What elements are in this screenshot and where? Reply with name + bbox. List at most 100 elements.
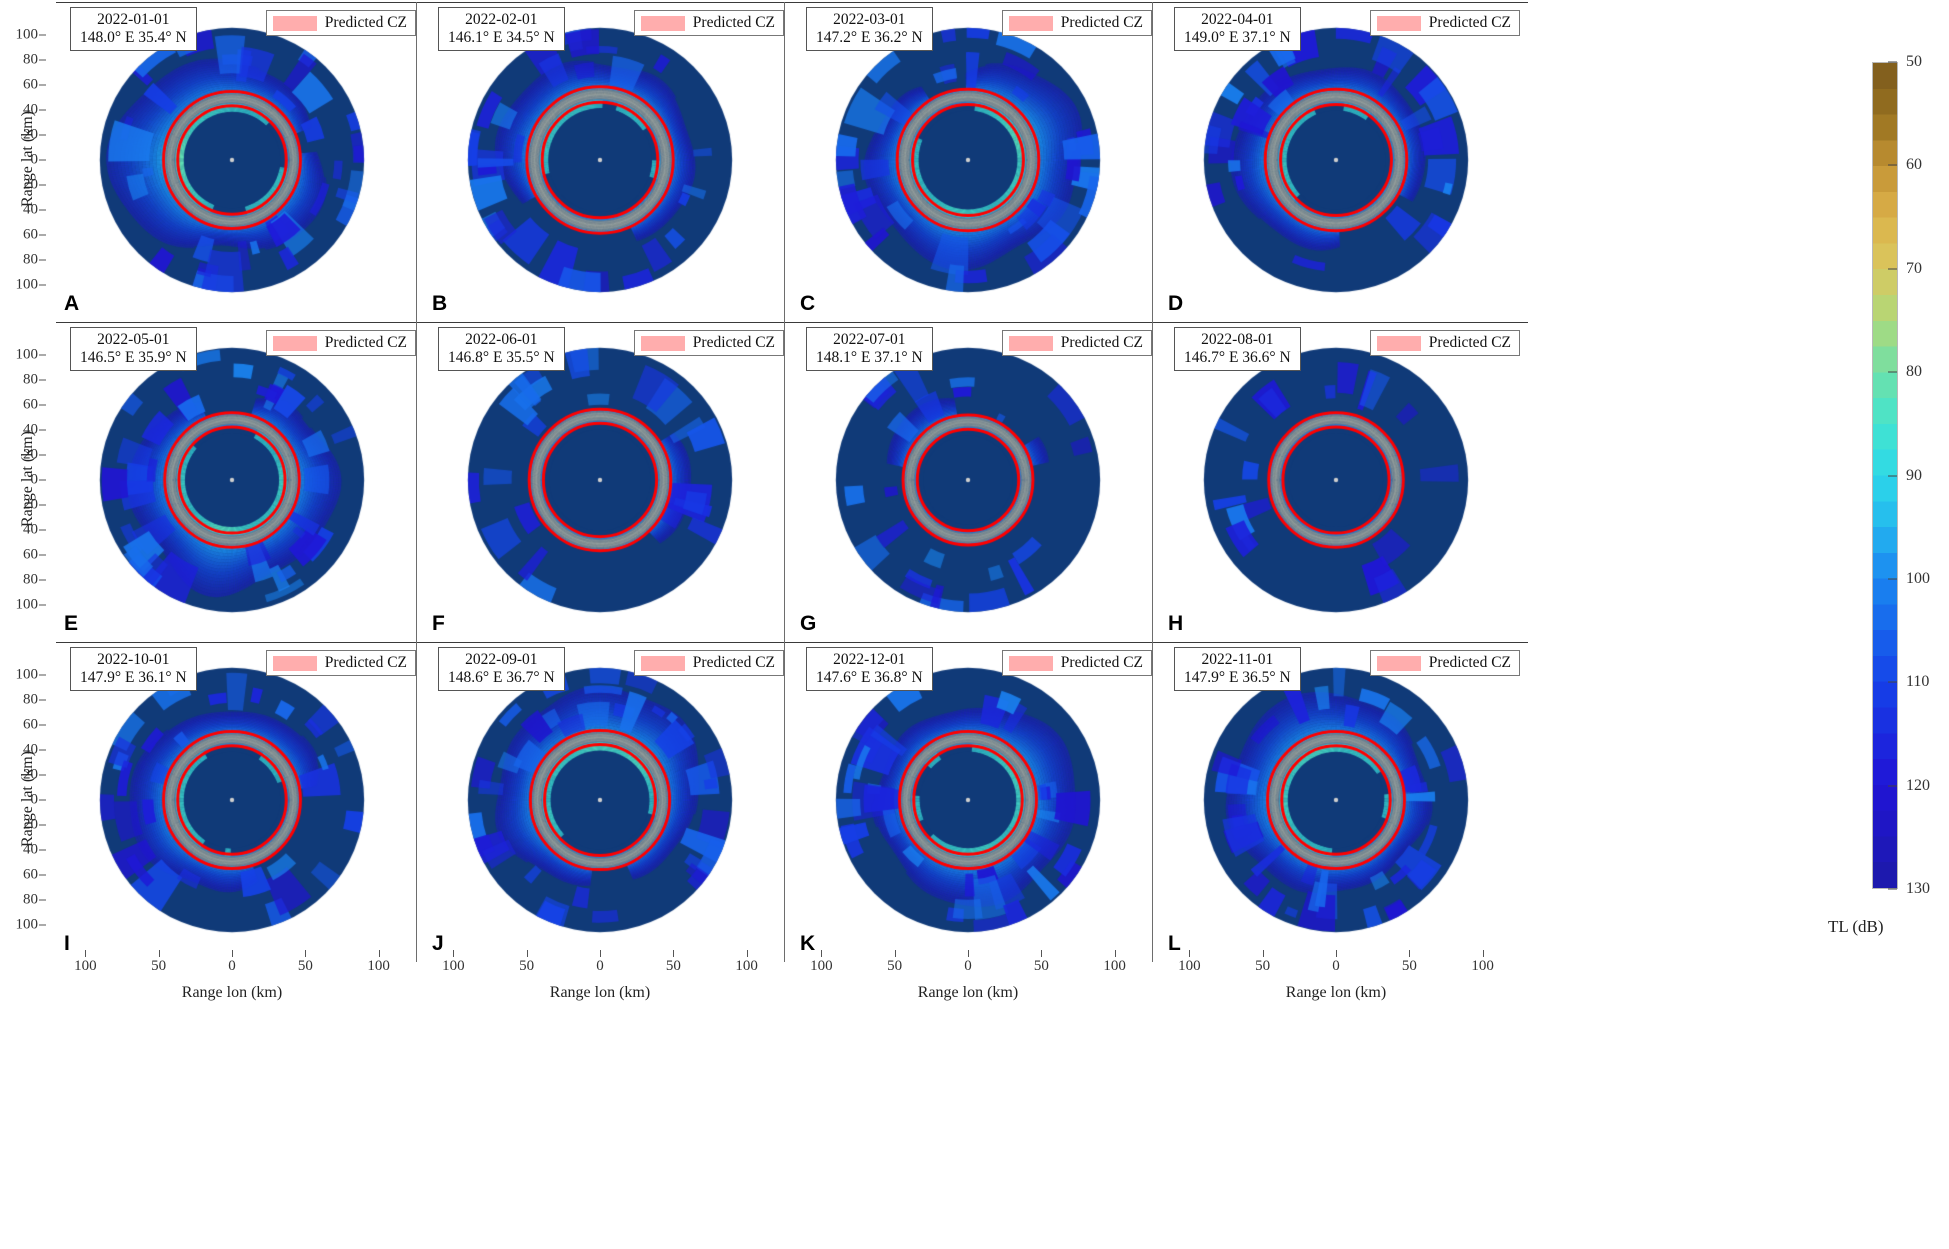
legend-predicted-cz[interactable]: Predicted CZ	[265, 330, 416, 356]
y-tick-mark	[39, 874, 46, 876]
y-tick-label: 40	[23, 421, 38, 438]
y-tick-label: 40	[23, 741, 38, 758]
tl-field-canvas	[56, 10, 408, 310]
y-tick-label: 40	[23, 101, 38, 118]
y-tick-mark	[39, 454, 46, 456]
legend-label: Predicted CZ	[1428, 14, 1511, 31]
panel-divider	[1152, 642, 1153, 962]
panel-top-rule	[1160, 2, 1528, 3]
x-axis-label: Range lon (km)	[549, 984, 651, 1001]
y-tick-mark	[39, 284, 46, 286]
y-tick-label: 80	[23, 691, 38, 708]
panel-coordinates: 148.6° E 36.7° N	[448, 668, 555, 686]
legend-predicted-cz[interactable]: Predicted CZ	[1369, 10, 1520, 36]
panel-letter-k: K	[800, 932, 816, 955]
legend-predicted-cz[interactable]: Predicted CZ	[1369, 650, 1520, 676]
y-tick-label: 100	[15, 26, 39, 43]
y-tick-label: 80	[23, 891, 38, 908]
tl-field-canvas	[792, 330, 1144, 630]
y-tick-mark	[39, 724, 46, 726]
panel-top-rule	[424, 322, 792, 323]
x-axis-label: Range lon (km)	[181, 984, 283, 1001]
panel-divider	[784, 2, 785, 322]
colorbar-title: TL (dB)	[1828, 917, 1884, 936]
panel-coordinates: 147.6° E 36.8° N	[816, 668, 923, 686]
y-tick-label: 100	[15, 596, 39, 613]
x-tick-label: 100	[367, 958, 390, 974]
panel-date: 2022-08-01	[1201, 331, 1274, 348]
y-axis-row-1: 100 80 60 40 20 0 20 40 60 80 100	[0, 10, 46, 310]
legend-predicted-cz[interactable]: Predicted CZ	[1001, 330, 1152, 356]
x-tick-label: 50	[887, 958, 903, 974]
legend-predicted-cz[interactable]: Predicted CZ	[633, 10, 784, 36]
legend-swatch-icon	[1008, 335, 1053, 351]
legend-predicted-cz[interactable]: Predicted CZ	[1001, 10, 1152, 36]
x-tick-label: 0	[1332, 958, 1340, 974]
panel-divider	[1152, 2, 1153, 322]
y-tick-label: 20	[23, 446, 38, 463]
panel-letter-h: H	[1168, 612, 1184, 635]
tl-field-canvas	[792, 10, 1144, 310]
y-tick-mark	[39, 159, 46, 161]
x-tick-label: 100	[1178, 958, 1201, 974]
x-tick-mark	[1114, 950, 1116, 957]
tl-field-canvas	[56, 330, 408, 630]
y-tick-mark	[39, 379, 46, 381]
legend-predicted-cz[interactable]: Predicted CZ	[1369, 330, 1520, 356]
panel-letter-e: E	[64, 612, 79, 635]
colorbar-tick-mark	[1888, 371, 1897, 373]
x-tick-label: 50	[1401, 958, 1417, 974]
legend-predicted-cz[interactable]: Predicted CZ	[265, 10, 416, 36]
tl-field-canvas	[424, 650, 776, 950]
y-tick-mark	[39, 899, 46, 901]
x-tick-label: 0	[228, 958, 236, 974]
x-tick-mark	[85, 950, 87, 957]
tl-field-canvas	[424, 330, 776, 630]
legend-label: Predicted CZ	[1060, 654, 1143, 671]
x-tick-label: 50	[297, 958, 313, 974]
panel-date: 2022-05-01	[97, 331, 170, 348]
legend-swatch-icon	[640, 335, 685, 351]
panel-top-rule	[424, 642, 792, 643]
legend-label: Predicted CZ	[1060, 334, 1143, 351]
panel-date: 2022-10-01	[97, 651, 170, 668]
panel-coordinates: 147.9° E 36.1° N	[80, 668, 187, 686]
y-axis-row-3: 100 80 60 40 20 0 20 40 60 80 100	[0, 650, 46, 950]
y-tick-mark	[39, 109, 46, 111]
panel-info-box: 2022-09-01 148.6° E 36.7° N	[438, 647, 565, 692]
panel-letter-d: D	[1168, 292, 1184, 315]
y-tick-label: 60	[23, 866, 38, 883]
panel-letter-a: A	[64, 292, 80, 315]
panel-divider	[416, 642, 417, 962]
panel-date: 2022-01-01	[97, 11, 170, 28]
y-tick-mark	[39, 824, 46, 826]
legend-predicted-cz[interactable]: Predicted CZ	[633, 650, 784, 676]
panel-letter-g: G	[800, 612, 817, 635]
legend-label: Predicted CZ	[324, 14, 407, 31]
y-tick-label: 40	[23, 201, 38, 218]
legend-predicted-cz[interactable]: Predicted CZ	[1001, 650, 1152, 676]
panel-top-rule	[424, 2, 792, 3]
y-axis-label: Range lat (km)	[19, 111, 36, 207]
panel-date: 2022-11-01	[1201, 651, 1274, 668]
y-tick-mark	[39, 924, 46, 926]
panel-j: 2022-09-01 148.6° E 36.7° N Predicted CZ J	[416, 642, 792, 962]
y-tick-mark	[39, 209, 46, 211]
panel-divider	[784, 642, 785, 962]
panel-info-box: 2022-11-01 147.9° E 36.5° N	[1174, 647, 1301, 692]
legend-predicted-cz[interactable]: Predicted CZ	[633, 330, 784, 356]
legend-label: Predicted CZ	[324, 654, 407, 671]
x-tick-mark	[526, 950, 528, 957]
legend-label: Predicted CZ	[1428, 334, 1511, 351]
panel-c: 2022-03-01 147.2° E 36.2° N Predicted CZ C	[784, 2, 1160, 322]
y-tick-label: 20	[23, 496, 38, 513]
y-tick-label: 80	[23, 51, 38, 68]
x-tick-mark	[1482, 950, 1484, 957]
panel-date: 2022-06-01	[465, 331, 538, 348]
x-tick-mark	[746, 950, 748, 957]
legend-swatch-icon	[1376, 335, 1421, 351]
legend-predicted-cz[interactable]: Predicted CZ	[265, 650, 416, 676]
legend-label: Predicted CZ	[1060, 14, 1143, 31]
y-axis-label: Range lat (km)	[19, 751, 36, 847]
x-tick-label: 100	[442, 958, 465, 974]
